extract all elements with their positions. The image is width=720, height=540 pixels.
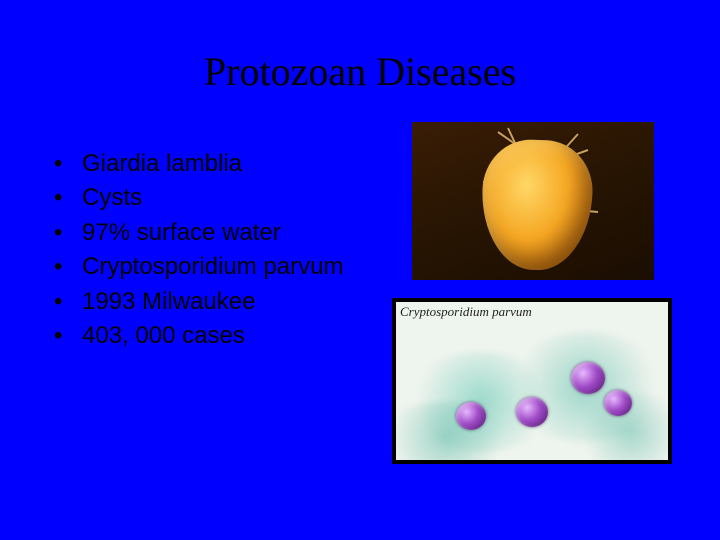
oocyst-icon [456, 402, 486, 430]
bullet-text: 403, 000 cases [82, 322, 245, 349]
bullet-icon: • [54, 148, 62, 180]
list-item: • 97% surface water [48, 217, 378, 249]
list-item: • 1993 Milwaukee [48, 286, 378, 318]
bullet-icon: • [54, 251, 62, 283]
slide-title: Protozoan Diseases [0, 48, 720, 95]
oocyst-icon [604, 390, 632, 416]
bullet-text: Cryptosporidium parvum [82, 253, 343, 280]
oocyst-icon [571, 362, 605, 394]
bullet-text: Giardia lamblia [82, 150, 242, 177]
giardia-image [412, 122, 654, 280]
list-item: • Cysts [48, 182, 378, 214]
bullet-list: • Giardia lamblia • Cysts • 97% surface wat… [48, 148, 378, 354]
list-item: • Cryptosporidium parvum [48, 251, 378, 283]
bullet-icon: • [54, 217, 62, 249]
bullet-icon: • [54, 182, 62, 214]
oocyst-icon [516, 397, 548, 427]
bullet-text: Cysts [82, 184, 142, 211]
list-item: • Giardia lamblia [48, 148, 378, 180]
bullet-text: 97% surface water [82, 219, 281, 246]
list-item: • 403, 000 cases [48, 320, 378, 352]
bullet-icon: • [54, 320, 62, 352]
micrograph-frame: Cryptosporidium parvum [396, 302, 668, 460]
bullet-text: 1993 Milwaukee [82, 288, 255, 315]
cryptosporidium-image: Cryptosporidium parvum [392, 298, 672, 464]
bullet-icon: • [54, 286, 62, 318]
organism-body-icon [480, 138, 594, 272]
image-caption: Cryptosporidium parvum [400, 304, 532, 320]
